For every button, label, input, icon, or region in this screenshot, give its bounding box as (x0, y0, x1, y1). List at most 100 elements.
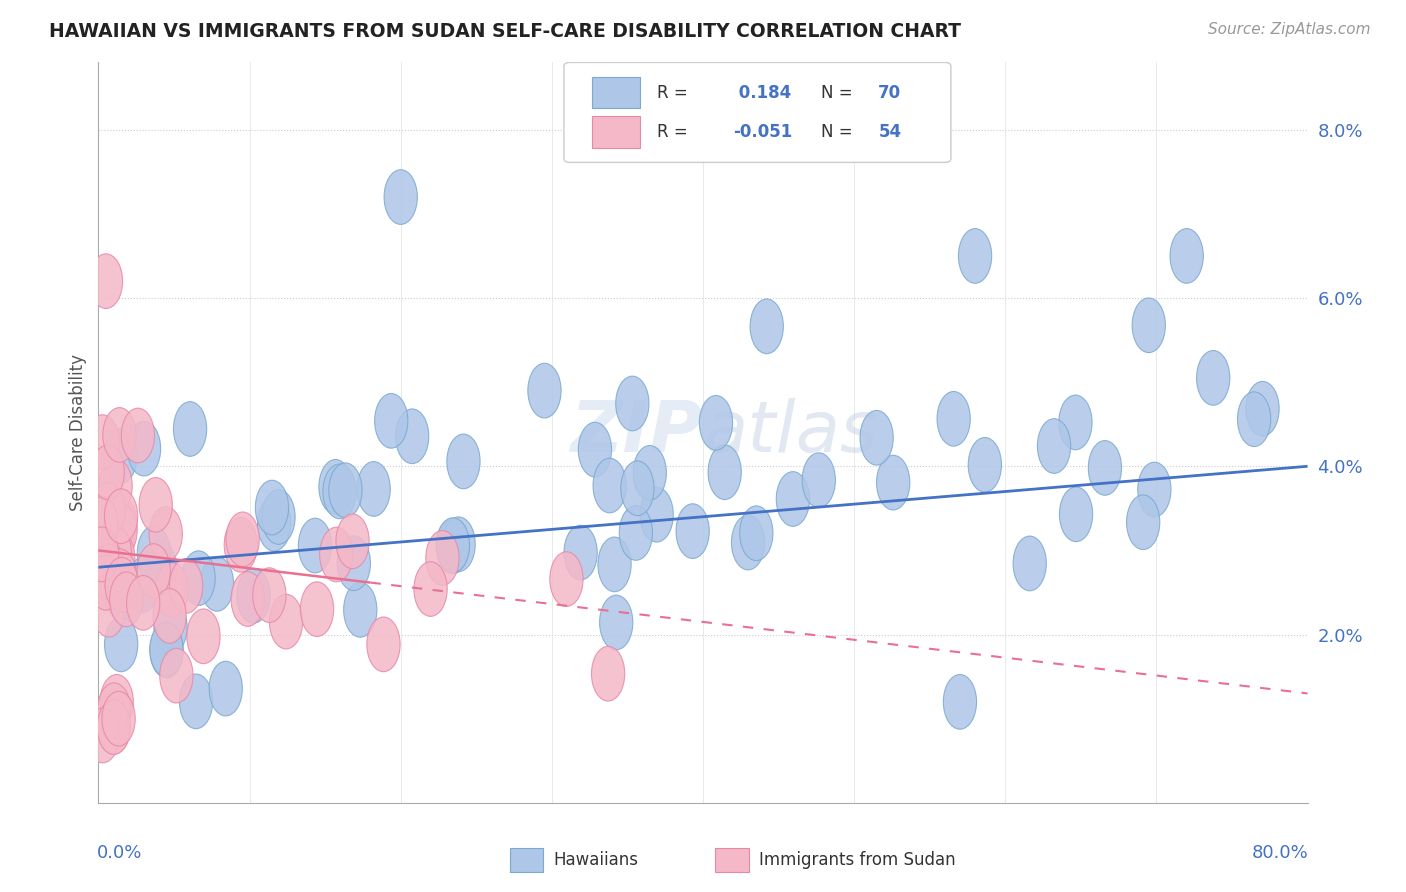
Ellipse shape (367, 617, 401, 672)
Ellipse shape (138, 526, 170, 581)
Ellipse shape (86, 542, 118, 598)
Ellipse shape (181, 551, 215, 606)
Ellipse shape (187, 609, 221, 664)
Ellipse shape (138, 544, 170, 599)
Ellipse shape (319, 459, 352, 514)
Ellipse shape (337, 536, 370, 591)
Ellipse shape (224, 517, 257, 572)
Ellipse shape (441, 516, 475, 572)
Ellipse shape (104, 489, 138, 543)
Ellipse shape (231, 572, 264, 626)
Ellipse shape (270, 594, 302, 648)
Ellipse shape (329, 463, 363, 517)
Ellipse shape (262, 490, 295, 544)
Ellipse shape (104, 496, 136, 551)
Ellipse shape (699, 395, 733, 450)
Text: 80.0%: 80.0% (1251, 844, 1309, 862)
Text: Immigrants from Sudan: Immigrants from Sudan (759, 851, 955, 869)
Ellipse shape (936, 392, 970, 446)
Text: 70: 70 (879, 84, 901, 102)
Ellipse shape (127, 575, 160, 631)
Ellipse shape (160, 648, 193, 703)
Text: 54: 54 (879, 123, 901, 141)
Ellipse shape (139, 477, 173, 533)
Ellipse shape (749, 299, 783, 354)
Ellipse shape (1246, 382, 1279, 436)
Ellipse shape (201, 557, 233, 611)
Ellipse shape (97, 683, 131, 738)
Ellipse shape (959, 228, 991, 284)
Ellipse shape (633, 445, 666, 500)
FancyBboxPatch shape (592, 117, 640, 147)
Ellipse shape (969, 437, 1001, 492)
Ellipse shape (143, 541, 177, 596)
Ellipse shape (97, 699, 129, 755)
Ellipse shape (1038, 418, 1070, 474)
Ellipse shape (593, 458, 626, 513)
Ellipse shape (436, 517, 470, 573)
Ellipse shape (86, 527, 118, 582)
FancyBboxPatch shape (509, 848, 543, 871)
Ellipse shape (103, 408, 136, 462)
Ellipse shape (619, 506, 652, 560)
Ellipse shape (90, 551, 122, 606)
Ellipse shape (104, 503, 138, 558)
Text: atlas: atlas (703, 398, 877, 467)
Ellipse shape (426, 531, 458, 585)
Ellipse shape (150, 622, 183, 677)
Ellipse shape (257, 497, 291, 551)
Text: ZIP: ZIP (571, 398, 703, 467)
Ellipse shape (298, 518, 332, 573)
Ellipse shape (357, 461, 391, 516)
Ellipse shape (860, 410, 893, 465)
Ellipse shape (256, 480, 288, 535)
Ellipse shape (104, 549, 136, 604)
Ellipse shape (94, 691, 127, 746)
FancyBboxPatch shape (716, 848, 749, 871)
Text: N =: N = (821, 84, 853, 102)
Ellipse shape (90, 546, 124, 601)
Text: R =: R = (657, 123, 688, 141)
Text: R =: R = (657, 84, 688, 102)
Ellipse shape (676, 504, 709, 558)
Ellipse shape (125, 558, 159, 613)
Ellipse shape (173, 401, 207, 457)
Ellipse shape (150, 624, 183, 678)
Ellipse shape (301, 582, 333, 637)
Ellipse shape (616, 376, 650, 431)
Text: N =: N = (821, 123, 853, 141)
Ellipse shape (91, 445, 124, 500)
Y-axis label: Self-Care Disability: Self-Care Disability (69, 354, 87, 511)
Ellipse shape (105, 558, 138, 612)
Ellipse shape (336, 514, 370, 569)
Ellipse shape (343, 582, 377, 637)
Ellipse shape (93, 582, 125, 637)
Ellipse shape (413, 562, 447, 616)
Ellipse shape (374, 393, 408, 448)
Ellipse shape (84, 497, 118, 551)
Ellipse shape (740, 506, 773, 560)
Text: Hawaiians: Hawaiians (553, 851, 638, 869)
Ellipse shape (527, 363, 561, 418)
Ellipse shape (578, 422, 612, 477)
Ellipse shape (1137, 462, 1171, 516)
Ellipse shape (640, 487, 673, 542)
Ellipse shape (104, 617, 138, 672)
Ellipse shape (98, 458, 132, 513)
Ellipse shape (86, 415, 120, 469)
Ellipse shape (1237, 392, 1271, 447)
Ellipse shape (592, 647, 624, 701)
Ellipse shape (1060, 487, 1092, 541)
Text: HAWAIIAN VS IMMIGRANTS FROM SUDAN SELF-CARE DISABILITY CORRELATION CHART: HAWAIIAN VS IMMIGRANTS FROM SUDAN SELF-C… (49, 22, 962, 41)
Ellipse shape (226, 512, 259, 566)
Ellipse shape (209, 661, 242, 716)
Ellipse shape (121, 409, 155, 463)
Ellipse shape (943, 674, 977, 729)
Ellipse shape (101, 513, 134, 568)
Ellipse shape (253, 568, 285, 623)
Ellipse shape (1059, 395, 1092, 450)
Ellipse shape (803, 453, 835, 508)
Ellipse shape (319, 527, 353, 582)
Ellipse shape (621, 461, 654, 516)
Ellipse shape (105, 566, 138, 620)
